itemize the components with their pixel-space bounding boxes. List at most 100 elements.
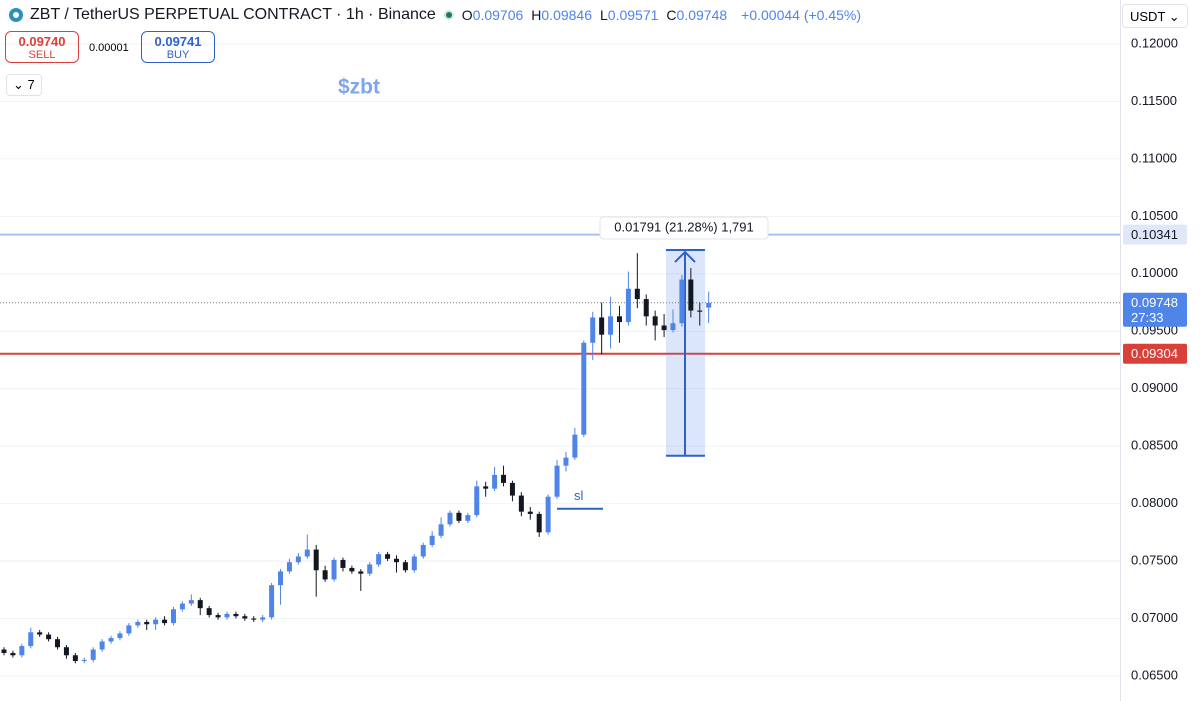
candle-body (304, 549, 310, 557)
ohlc: O0.09706 H0.09846 L0.09571 C0.09748 (462, 7, 735, 23)
ohlc-label: H (531, 7, 542, 23)
y-tick-label: 0.10000 (1131, 265, 1178, 280)
candle-body (269, 585, 275, 618)
candle-body (438, 524, 444, 536)
candle-body (224, 613, 230, 618)
candle-body (126, 625, 132, 634)
candle-body (37, 632, 43, 635)
countdown: 27:33 (1131, 310, 1164, 325)
symbol-title[interactable]: ZBT / TetherUS PERPETUAL CONTRACT · 1h ·… (30, 6, 436, 23)
candle-body (349, 567, 355, 572)
candle-body (661, 325, 667, 331)
candle-body (706, 302, 712, 308)
candle-body (278, 571, 284, 586)
candle-body (581, 342, 587, 435)
y-tick-label: 0.11500 (1131, 93, 1177, 108)
candle-body (456, 512, 462, 521)
candle-body (90, 649, 96, 660)
candle-body (367, 564, 373, 574)
candle-body (55, 639, 61, 648)
candle-body (331, 559, 337, 580)
candle-body (340, 559, 346, 568)
candle-body (599, 317, 605, 335)
currency-select[interactable]: USDT ⌄ (1122, 4, 1188, 28)
measure-arrowhead (674, 250, 696, 263)
price-tag (1123, 343, 1187, 364)
y-tick-label: 0.08000 (1131, 495, 1178, 510)
candle-body (527, 511, 533, 514)
candle-body (108, 638, 114, 642)
candle-body (260, 617, 266, 620)
candle-body (554, 465, 560, 497)
status-dot (443, 10, 454, 20)
candle-body (536, 513, 542, 533)
candle-body (46, 634, 52, 640)
candle-body (670, 323, 676, 331)
candle-body (251, 618, 257, 620)
last-price-tag (1123, 292, 1187, 327)
candle-body (322, 570, 328, 580)
measure-label: 0.01791 (21.28%) 1,791 (614, 219, 754, 234)
sell-price: 0.09740 (18, 34, 66, 49)
candle-body (215, 615, 221, 618)
candle-body (429, 535, 435, 545)
candle-body (634, 288, 640, 300)
candle-body (563, 457, 569, 466)
indicators-toggle[interactable]: ⌄ 7 (6, 74, 42, 96)
candle-body (1, 649, 7, 653)
ohlc-value: 0.09571 (607, 7, 659, 23)
ohlc-label: L (600, 7, 608, 23)
candle-body (72, 655, 78, 662)
candle-body (492, 474, 498, 489)
y-tick-label: 0.10500 (1131, 208, 1178, 223)
price-tag (1123, 224, 1187, 245)
y-tick-label: 0.08500 (1131, 438, 1178, 453)
candle-body (135, 621, 141, 626)
candle-body (188, 600, 194, 604)
y-tick-label: 0.09000 (1131, 380, 1178, 395)
candle-body (242, 616, 248, 619)
candle-body (625, 288, 631, 323)
indicators-count: 7 (27, 77, 35, 92)
candle-body (162, 619, 168, 624)
candle-body (509, 482, 515, 496)
sell-button[interactable]: 0.09740 SELL (5, 31, 79, 63)
header: ZBT / TetherUS PERPETUAL CONTRACT · 1h ·… (8, 6, 861, 24)
candle-body (697, 310, 703, 312)
last-price-label: 0.09748 (1131, 295, 1178, 310)
candle-body (376, 554, 382, 565)
y-tick-label: 0.06500 (1131, 667, 1178, 682)
candle-body (28, 632, 34, 647)
candle-body (313, 549, 319, 571)
candle-body (206, 608, 212, 616)
watermark: $zbt (338, 76, 380, 99)
candle-body (393, 558, 399, 563)
y-tick-label: 0.07000 (1131, 610, 1178, 625)
candle-body (117, 633, 123, 639)
candle-body (179, 603, 185, 610)
candle-body (295, 556, 301, 563)
buy-button[interactable]: 0.09741 BUY (141, 31, 215, 63)
y-tick-label: 0.11000 (1131, 150, 1177, 165)
candle-body (63, 647, 69, 656)
candle-body (99, 641, 105, 650)
change: +0.00044 (+0.45%) (741, 7, 862, 23)
candle-body (358, 571, 364, 574)
candle-body (518, 495, 524, 512)
candle-body (572, 434, 578, 458)
ohlc-label: C (666, 7, 677, 23)
price-tag-label: 0.10341 (1131, 227, 1178, 242)
candle-body (679, 279, 685, 324)
candle-body (197, 600, 203, 609)
y-tick-label: 0.12000 (1131, 35, 1178, 50)
ohlc-label: O (461, 7, 473, 23)
candle-body (420, 544, 426, 557)
ohlc-value: 0.09706 (472, 7, 524, 23)
candle-body (19, 646, 25, 656)
candle-body (688, 279, 694, 311)
y-tick-label: 0.07500 (1131, 552, 1178, 567)
currency: USDT (1130, 9, 1166, 24)
candle-body (81, 659, 87, 662)
ohlc-value: 0.09846 (541, 7, 592, 23)
